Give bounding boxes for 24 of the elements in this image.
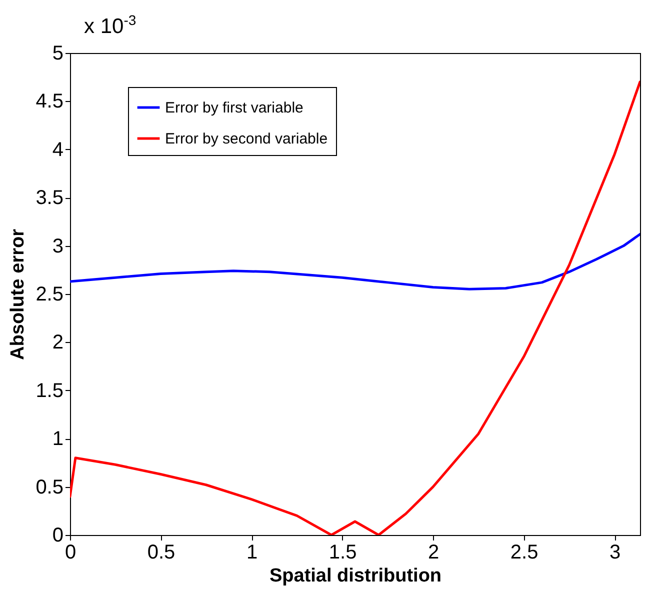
legend-label: Error by first variable [165, 100, 304, 116]
line-series [70, 232, 640, 290]
y-axis-title: Absolute error [8, 228, 29, 360]
x-tick-label: 1 [246, 542, 258, 564]
x-tick-label: 2 [428, 542, 440, 564]
x-tick-label: 1.5 [328, 542, 357, 564]
y-tick-label: 0.5 [36, 476, 64, 498]
x-tick-label: 2.5 [510, 542, 538, 564]
y-tick-label: 2.5 [36, 284, 64, 306]
x-tick-label: 0.5 [147, 542, 176, 564]
x-axis-title: Spatial distribution [269, 566, 442, 586]
y-tick-label: 4.5 [36, 90, 64, 113]
y-tick-label: 0 [52, 524, 64, 546]
x-tick-label: 3 [610, 542, 621, 564]
y-tick-label: 2 [52, 332, 64, 354]
line-series [70, 80, 640, 535]
text: x 10$^{-3}$ [84, 12, 136, 39]
y-tick-label: 1 [52, 428, 64, 450]
y-tick-label: 1.5 [36, 380, 64, 402]
y-tick-label: 4 [52, 138, 64, 161]
legend-label: Error by second variable [165, 130, 328, 148]
y-tick-label: 5 [52, 42, 64, 64]
y-tick-label: 3.5 [36, 187, 64, 210]
y-tick-label: 3 [52, 235, 64, 258]
